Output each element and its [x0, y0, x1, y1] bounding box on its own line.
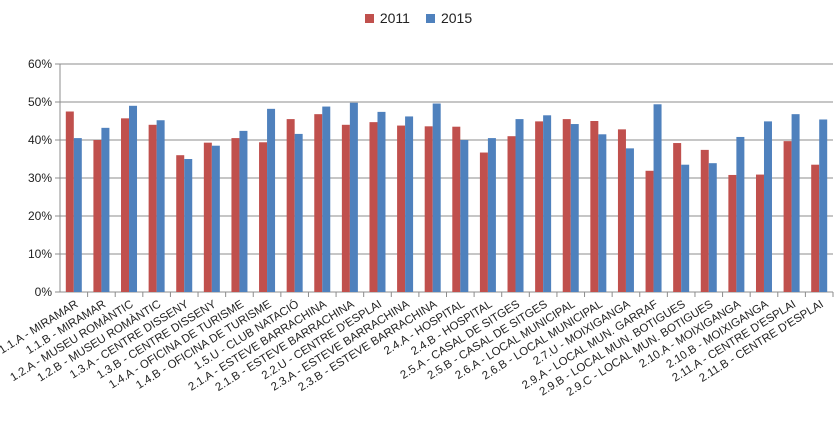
y-tick-label: 60%: [28, 57, 52, 71]
bar-2015: [625, 148, 634, 292]
legend-item-2015: 2015: [425, 10, 473, 26]
bar-2011: [617, 129, 626, 292]
bar-2011: [341, 124, 350, 292]
bar-2015: [515, 119, 524, 292]
bar-2011: [286, 119, 295, 292]
legend-swatch-2011: [364, 13, 374, 23]
bar-2011: [231, 138, 240, 292]
bar-2015: [156, 120, 165, 293]
bar-2015: [101, 127, 110, 292]
bar-2011: [369, 122, 378, 292]
bar-2015: [73, 138, 82, 292]
bar-2011: [452, 126, 461, 292]
bar-2015: [763, 121, 772, 292]
bar-2015: [239, 130, 248, 292]
bar-2015: [653, 104, 662, 292]
y-tick-label: 30%: [28, 171, 52, 185]
bar-2011: [590, 121, 599, 292]
y-tick-label: 10%: [28, 247, 52, 261]
chart-legend: 2011 2015: [0, 10, 837, 26]
bar-2011: [755, 174, 764, 292]
bar-2015: [543, 115, 552, 292]
bar-2011: [673, 143, 682, 292]
bar-2015: [819, 119, 828, 292]
bar-2015: [129, 105, 138, 292]
bar-2015: [791, 114, 800, 292]
bar-2015: [211, 145, 220, 292]
bar-2011: [507, 136, 516, 292]
bar-2015: [267, 108, 276, 292]
legend-swatch-2015: [425, 13, 435, 23]
bar-2011: [424, 126, 433, 292]
bar-2015: [322, 106, 331, 292]
bar-2011: [176, 155, 185, 292]
bar-2015: [460, 140, 469, 292]
bar-2011: [479, 152, 488, 292]
bar-2015: [405, 116, 414, 292]
bar-2011: [259, 142, 268, 292]
bar-2011: [148, 124, 157, 292]
bar-2015: [294, 133, 303, 292]
legend-item-2011: 2011: [364, 10, 410, 26]
bar-2015: [487, 138, 496, 292]
bar-2015: [708, 163, 717, 292]
bar-2011: [93, 140, 102, 292]
y-tick-label: 20%: [28, 209, 52, 223]
bar-2015: [349, 102, 358, 292]
bar-2015: [432, 103, 441, 293]
y-tick-label: 40%: [28, 133, 52, 147]
bar-2015: [570, 124, 579, 292]
bar-2011: [645, 170, 654, 292]
bar-2011: [121, 118, 130, 292]
bar-2011: [811, 164, 820, 292]
bar-2011: [65, 111, 74, 292]
bar-2011: [314, 114, 323, 292]
bar-2015: [681, 164, 690, 292]
bar-2011: [397, 125, 406, 292]
y-tick-label: 50%: [28, 95, 52, 109]
bar-2015: [377, 111, 386, 292]
bar-2011: [728, 174, 737, 292]
bar-2015: [598, 134, 607, 292]
legend-label-2011: 2011: [379, 10, 410, 26]
bar-2011: [562, 119, 571, 292]
bar-2011: [783, 141, 792, 292]
bar-2011: [700, 149, 709, 292]
bar-2011: [203, 142, 212, 292]
y-tick-label: 0%: [35, 285, 53, 299]
bar-2015: [184, 159, 193, 292]
bar-2011: [535, 121, 544, 292]
legend-label-2015: 2015: [440, 10, 473, 26]
bar-2015: [736, 136, 745, 292]
